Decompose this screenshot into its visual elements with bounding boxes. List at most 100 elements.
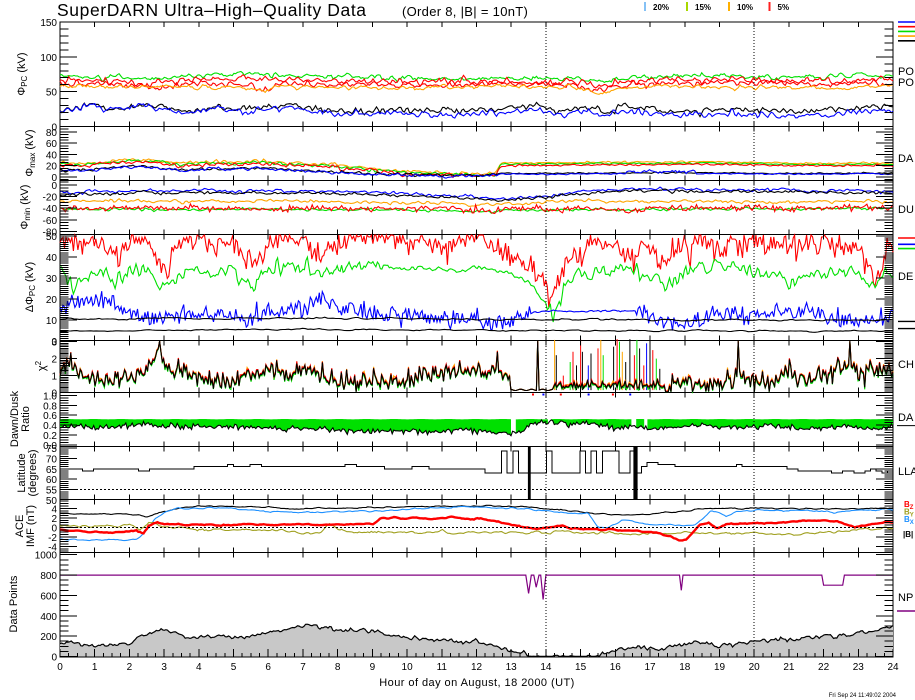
svg-text:4: 4 — [51, 504, 57, 515]
svg-text:ACE: ACE — [14, 515, 26, 538]
svg-text:75: 75 — [46, 444, 58, 455]
svg-text:8: 8 — [335, 662, 341, 673]
svg-text:DE: DE — [898, 271, 913, 283]
svg-text:400: 400 — [40, 612, 57, 623]
svg-text:Fri Sep 24 11:49:02 2004: Fri Sep 24 11:49:02 2004 — [829, 693, 897, 699]
svg-text:0.4: 0.4 — [43, 421, 57, 432]
svg-text:60: 60 — [46, 475, 58, 486]
svg-text:18: 18 — [679, 662, 691, 673]
svg-text:-4: -4 — [48, 542, 57, 553]
svg-text:-40: -40 — [43, 204, 58, 215]
svg-text:14: 14 — [540, 662, 552, 673]
svg-text:Data Points: Data Points — [8, 575, 20, 632]
svg-text:40: 40 — [46, 253, 58, 264]
svg-text:PO: PO — [898, 66, 914, 78]
svg-text:2: 2 — [51, 514, 57, 525]
svg-text:5: 5 — [231, 662, 237, 673]
svg-text:70: 70 — [46, 454, 58, 465]
svg-text:SuperDARN Ultra–High–Quality D: SuperDARN Ultra–High–Quality Data — [57, 0, 367, 20]
svg-text:15%: 15% — [695, 3, 711, 12]
svg-text:0: 0 — [51, 653, 57, 664]
svg-text:0.8: 0.8 — [43, 401, 57, 412]
svg-text:Ratio: Ratio — [20, 406, 32, 432]
svg-text:2: 2 — [51, 355, 57, 366]
svg-text:20: 20 — [46, 162, 58, 173]
svg-text:17: 17 — [644, 662, 656, 673]
svg-text:21: 21 — [783, 662, 795, 673]
svg-text:ΔΦPC (kV): ΔΦPC (kV) — [24, 262, 37, 312]
svg-text:Φmin (kV): Φmin (kV) — [19, 185, 32, 230]
svg-text:(degrees): (degrees) — [27, 449, 39, 496]
svg-text:50: 50 — [46, 232, 58, 243]
svg-text:65: 65 — [46, 465, 58, 476]
svg-text:40: 40 — [46, 150, 58, 161]
svg-text:5%: 5% — [778, 3, 790, 12]
svg-text:1.0: 1.0 — [43, 391, 57, 402]
svg-text:4: 4 — [196, 662, 202, 673]
svg-text:30: 30 — [46, 274, 58, 285]
svg-text:Latitude: Latitude — [16, 453, 28, 492]
svg-text:50: 50 — [46, 88, 58, 99]
svg-text:22: 22 — [818, 662, 830, 673]
svg-text:BX: BX — [904, 515, 914, 526]
svg-text:200: 200 — [40, 632, 57, 643]
svg-text:0: 0 — [57, 662, 63, 673]
svg-text:(Order 8, |B| = 10nT): (Order 8, |B| = 10nT) — [402, 4, 528, 19]
svg-text:12: 12 — [471, 662, 483, 673]
svg-text:-80: -80 — [43, 227, 58, 238]
svg-text:19: 19 — [714, 662, 726, 673]
svg-text:10: 10 — [402, 662, 414, 673]
svg-text:0.6: 0.6 — [43, 411, 57, 422]
svg-text:-20: -20 — [43, 193, 58, 204]
svg-text:2: 2 — [127, 662, 133, 673]
svg-text:ΦPC (kV): ΦPC (kV) — [16, 52, 29, 95]
svg-text:50: 50 — [46, 496, 58, 507]
svg-text:3: 3 — [51, 338, 57, 349]
svg-text:PO: PO — [898, 77, 914, 89]
svg-text:DA: DA — [898, 412, 914, 424]
svg-text:24: 24 — [887, 662, 899, 673]
svg-text:0: 0 — [51, 389, 57, 400]
svg-text:|B|: |B| — [903, 530, 913, 539]
svg-text:NP: NP — [898, 592, 913, 604]
svg-text:9: 9 — [370, 662, 376, 673]
svg-text:0.2: 0.2 — [43, 431, 57, 442]
svg-text:DU: DU — [898, 204, 914, 216]
svg-text:0: 0 — [51, 181, 57, 192]
svg-text:3: 3 — [161, 662, 167, 673]
svg-text:20: 20 — [749, 662, 761, 673]
svg-text:0: 0 — [51, 523, 57, 534]
svg-text:7: 7 — [300, 662, 306, 673]
svg-text:IMF (nT): IMF (nT) — [25, 505, 37, 547]
svg-text:1: 1 — [51, 372, 57, 383]
svg-text:0: 0 — [51, 173, 57, 184]
svg-text:0: 0 — [51, 337, 57, 348]
svg-text:χ2: χ2 — [34, 360, 48, 371]
svg-text:10%: 10% — [737, 3, 753, 12]
svg-text:800: 800 — [40, 571, 57, 582]
svg-text:600: 600 — [40, 591, 57, 602]
svg-text:20%: 20% — [653, 3, 669, 12]
svg-text:6: 6 — [265, 662, 271, 673]
svg-text:20: 20 — [46, 295, 58, 306]
svg-text:23: 23 — [853, 662, 865, 673]
svg-text:CH: CH — [898, 359, 914, 371]
svg-text:0: 0 — [51, 123, 57, 134]
svg-text:BY: BY — [904, 508, 914, 519]
svg-text:Hour of day on August, 18 2000: Hour of day on August, 18 2000 (UT) — [379, 677, 575, 689]
svg-text:BZ: BZ — [904, 500, 914, 511]
svg-text:150: 150 — [40, 18, 57, 29]
svg-text:11: 11 — [437, 662, 448, 673]
svg-text:55: 55 — [46, 486, 58, 497]
svg-text:15: 15 — [575, 662, 587, 673]
svg-text:1: 1 — [92, 662, 98, 673]
svg-text:100: 100 — [40, 53, 57, 64]
svg-text:DA: DA — [898, 153, 914, 165]
svg-text:10: 10 — [46, 316, 58, 327]
svg-text:Φmax (kV): Φmax (kV) — [24, 129, 37, 176]
svg-text:0.0: 0.0 — [43, 441, 57, 452]
svg-text:60: 60 — [46, 139, 58, 150]
svg-text:Dawn/Dusk: Dawn/Dusk — [9, 390, 21, 447]
svg-text:-60: -60 — [43, 216, 58, 227]
svg-text:80: 80 — [46, 128, 58, 139]
